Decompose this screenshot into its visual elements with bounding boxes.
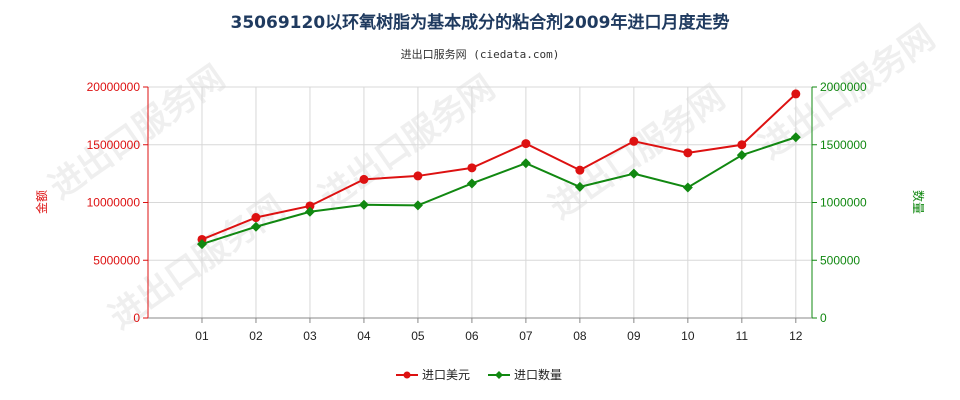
series-1 [197,89,801,244]
left-axis-ticks: 0 5000000 10000000 15000000 20000000 [87,80,148,325]
data-point-diamond [412,200,423,211]
right-tick-label: 1000000 [820,196,867,210]
legend-swatch-marker [403,371,411,379]
x-tick-label: 08 [573,329,587,343]
x-tick-label: 05 [411,329,425,343]
data-point-circle [629,136,639,146]
data-point-diamond [520,158,531,169]
data-point-circle [737,140,747,150]
data-point-circle [467,163,477,173]
watermark-text: 进出口服务网 [312,68,502,218]
left-tick-label: 0 [133,311,140,325]
series-line [201,93,797,241]
x-tick-label: 10 [681,329,695,343]
x-tick-label: 12 [789,329,803,343]
data-point-circle [251,213,261,223]
series-layer [196,89,801,250]
x-tick-label: 09 [627,329,641,343]
data-point-diamond [628,168,639,179]
data-point-diamond [466,178,477,189]
right-axis-ticks: 0 500000 1000000 1500000 2000000 [812,80,867,325]
data-point-circle [791,89,801,99]
right-tick-label: 2000000 [820,80,867,94]
data-point-diamond [250,221,261,232]
x-tick-label: 11 [736,329,749,343]
left-tick-label: 20000000 [87,80,141,94]
legend: 进口美元 进口数量 [396,367,562,382]
series-line [201,136,797,246]
left-tick-label: 5000000 [93,253,140,267]
x-tick-label: 04 [357,329,371,343]
chart-subtitle: 进出口服务网 (ciedata.com) [401,47,560,61]
left-tick-label: 10000000 [87,196,141,210]
left-axis-label: 金额 [34,190,49,214]
x-tick-label: 03 [303,329,317,343]
data-point-circle [575,165,585,175]
x-tick-label: 06 [465,329,479,343]
watermark-text: 进出口服务网 [542,78,732,228]
right-tick-label: 1500000 [820,138,867,152]
legend-label: 进口美元 [422,368,470,382]
data-point-circle [413,171,423,181]
data-point-diamond [196,239,207,250]
data-point-circle [521,139,531,149]
left-tick-label: 15000000 [87,138,141,152]
data-point-circle [359,174,369,184]
series-2 [196,132,801,250]
data-point-diamond [736,150,747,161]
data-point-diamond [574,181,585,192]
right-tick-label: 0 [820,311,827,325]
x-axis-ticks: 01 02 03 04 05 06 07 08 09 10 11 12 [195,318,803,343]
data-point-circle [683,148,693,158]
x-tick-label: 07 [519,329,533,343]
data-point-diamond [358,199,369,210]
right-axis-label: 数量 [911,190,926,214]
legend-swatch-marker [495,371,503,379]
x-tick-label: 02 [249,329,263,343]
x-tick-label: 01 [195,329,209,343]
data-point-diamond [682,182,693,193]
data-point-circle [305,201,315,211]
data-point-diamond [304,206,315,217]
chart-title: 35069120以环氧树脂为基本成分的粘合剂2009年进口月度走势 [231,12,730,33]
legend-label: 进口数量 [514,367,562,382]
data-point-diamond [790,132,801,143]
right-tick-label: 500000 [820,253,860,267]
